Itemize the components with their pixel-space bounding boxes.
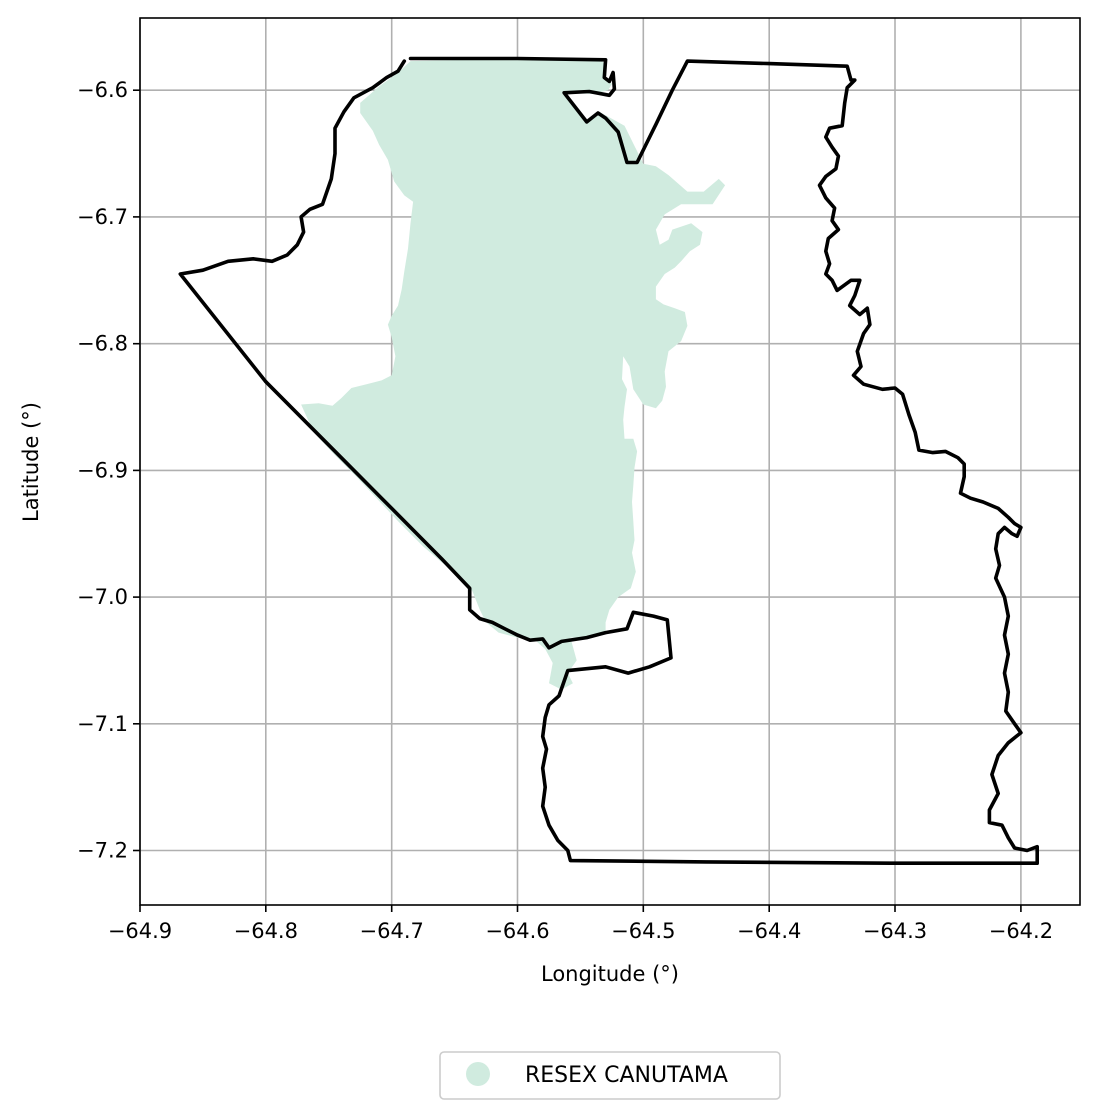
legend: RESEX CANUTAMA bbox=[439, 1051, 781, 1100]
x-tick-label: −64.5 bbox=[611, 919, 675, 943]
x-tick-label: −64.8 bbox=[234, 919, 298, 943]
y-axis-label: Latitude (°) bbox=[19, 402, 43, 522]
y-tick-label: −6.8 bbox=[77, 332, 128, 356]
y-tick-label: −7.2 bbox=[77, 839, 128, 863]
y-tick-label: −7.1 bbox=[77, 712, 128, 736]
map-layers bbox=[178, 56, 1039, 866]
y-tick-label: −6.6 bbox=[77, 78, 128, 102]
y-tick-label: −7.0 bbox=[77, 585, 128, 609]
y-tick-label: −6.7 bbox=[77, 205, 128, 229]
x-tick-label: −64.6 bbox=[485, 919, 549, 943]
legend-frame bbox=[439, 1051, 781, 1100]
x-tick-label: −64.2 bbox=[989, 919, 1053, 943]
y-tick-label: −6.9 bbox=[77, 458, 128, 482]
legend-label-resex-canutama: RESEX CANUTAMA bbox=[525, 1063, 728, 1088]
x-tick-label: −64.9 bbox=[108, 919, 172, 943]
x-tick-label: −64.7 bbox=[360, 919, 424, 943]
plot-frame bbox=[139, 17, 1081, 906]
axis-ticks: −64.9 −64.8 −64.7 −64.6 −64.5 −64.4 −64.3 −64.2… bbox=[77, 78, 1053, 943]
boundary-outline bbox=[178, 56, 1039, 866]
x-tick-label: −64.4 bbox=[737, 919, 801, 943]
protected-area-polygon bbox=[301, 58, 726, 690]
x-tick-label: −64.3 bbox=[863, 919, 927, 943]
x-axis-label: Longitude (°) bbox=[541, 962, 679, 986]
legend-marker-resex-canutama bbox=[466, 1062, 490, 1086]
